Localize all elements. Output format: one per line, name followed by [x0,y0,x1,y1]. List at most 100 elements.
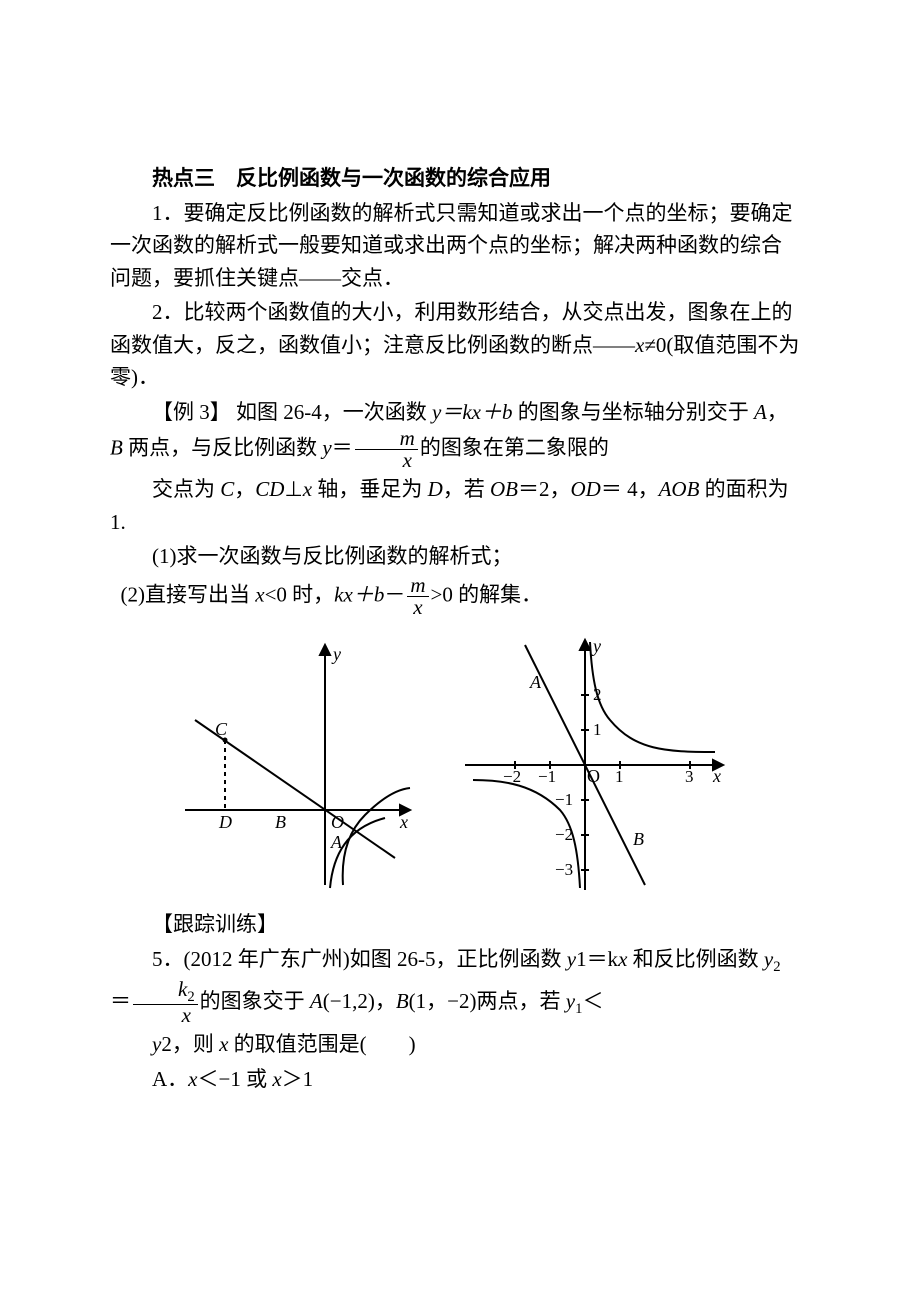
page: 热点三 反比例函数与一次函数的综合应用 1．要确定反比例函数的解析式只需知道或求… [0,0,920,1158]
ex3-c1: ， [767,400,788,424]
q5-frac-k-sub: 2 [187,989,194,1005]
q5l2-sub: 2 [161,1032,172,1056]
figure-row: y x C D B O A [110,630,800,900]
q5-mid1: 和反比例函数 [627,947,764,971]
q5-eq: ＝ [110,988,131,1012]
fig2-A-label: A [529,672,542,692]
optA-x1: x [188,1067,197,1091]
ex3-post: 的图象在第二象限的 [420,436,609,460]
q5-A: A [310,988,323,1012]
fig2-tm3: −3 [555,860,573,879]
frac-num: m [355,428,418,450]
ex3-D: D [428,477,443,501]
question-5-line1: 5．(2012 年广东广州)如图 26-5，正比例函数 y1＝kx 和反比例函数… [110,943,800,1027]
ex3-B: B [110,436,123,460]
frac-den: x [133,1005,198,1026]
frac-den: x [407,597,428,618]
q2-kxb: kx＋b [334,582,384,606]
q2-post: >0 的解集． [431,582,543,606]
q2-x: x [255,582,264,606]
fig2-tm2: −2 [555,825,573,844]
ex3-c2: ， [234,477,255,501]
ex3-eq1: y＝kx＋b [432,400,512,424]
q5l2-post: 的取值范围是( ) [228,1032,415,1056]
ex3-perp: ⊥ [284,477,302,501]
p2-x: x [635,333,644,357]
optA-post: ＞1 [282,1067,314,1091]
q2-frac: mx [407,575,428,618]
ex3-eq: ＝ [332,436,353,460]
heading: 热点三 反比例函数与一次函数的综合应用 [110,162,800,195]
q5-y1: y [567,947,576,971]
fig1-D-label: D [218,812,232,832]
paragraph-2: 2．比较两个函数值的大小，利用数形结合，从交点出发，图象在上的函数值大，反之，函… [110,296,800,394]
fig2-y-label: y [591,636,601,656]
q5-sub2: 2 [773,959,780,975]
ex3-OD: OD [571,477,601,501]
ex3-AOB: AOB [659,477,700,501]
q5-frac-k: k [178,977,187,1001]
q5-pre: 5．(2012 年广东广州)如图 26-5，正比例函数 [152,947,567,971]
fig1-x-label: x [399,812,408,832]
fig2-tm1: −1 [555,790,573,809]
q5-Bpt: (1，−2)两点，若 [409,988,566,1012]
q5l2-y: y [152,1032,161,1056]
fig2-x-label: x [712,766,721,786]
q5-sub1: 1 [576,947,587,971]
ex3-OB: OB [490,477,518,501]
fig1-A-label: A [330,832,343,852]
q5-lt: ＜ [582,988,603,1012]
q2-minus: － [384,582,405,606]
example-3-line1: 【例 3】 如图 26-4，一次函数 y＝kx＋b 的图象与坐标轴分别交于 A，… [110,396,800,472]
q5l2-mid: ，则 [172,1032,219,1056]
ex3-C: C [220,477,234,501]
fig2-x3: 3 [685,767,694,786]
fig1-O-label: O [331,812,344,832]
fig1-B-label: B [275,812,286,832]
q5-Apt: (−1,2)， [323,988,396,1012]
ex3-CD: CD [255,477,284,501]
fig2-B-label: B [633,829,644,849]
frac-num: k2 [133,979,198,1006]
q5-B: B [396,988,409,1012]
ex3-c3: ，若 [443,477,490,501]
q5-x1: x [618,947,627,971]
fig2-t1: 1 [593,720,602,739]
ex3-mid1: 的图象与坐标轴分别交于 [512,400,754,424]
ex3-frac: mx [355,428,418,471]
tracking-practice: 【跟踪训练】 [110,908,800,941]
q5-y2: y [764,947,773,971]
fig1-y-label: y [331,644,341,664]
frac-num: m [407,575,428,597]
ex3-y: y [322,436,331,460]
paragraph-1: 1．要确定反比例函数的解析式只需知道或求出一个点的坐标；要确定一次函数的解析式一… [110,197,800,295]
q2-mid1: <0 时， [265,582,335,606]
example-3-line2: 交点为 C，CD⊥x 轴，垂足为 D，若 OB＝2，OD＝ 4，AOB 的面积为… [110,473,800,538]
figure-26-5: y x O A B 2 1 −1 −2 −3 −2 −1 1 3 [455,630,735,900]
question-2: (2)直接写出当 x<0 时，kx＋b－mx>0 的解集． [110,575,800,618]
optA-pre: A． [152,1067,188,1091]
optA-x2: x [272,1067,281,1091]
ex3l2-pre: 交点为 [152,477,220,501]
fig2-x1: 1 [615,767,624,786]
ex3-A: A [754,400,767,424]
fig2-xm1: −1 [538,767,556,786]
ex3-eq2: ＝2， [518,477,571,501]
figure-26-4: y x C D B O A [175,630,425,890]
q5l2-x: x [219,1032,228,1056]
q5-mid2: 的图象交于 [200,988,310,1012]
ex3-mid3: 轴，垂足为 [312,477,428,501]
q5-y1b: y [566,988,575,1012]
optA-mid: ＜−1 或 [198,1067,273,1091]
ex3-mid2: 两点，与反比例函数 [123,436,323,460]
question-5-line2: y2，则 x 的取值范围是( ) [110,1028,800,1061]
option-A: A．x＜−1 或 x＞1 [110,1063,800,1096]
fig2-xm2: −2 [503,767,521,786]
q5-eqk1x: ＝k [587,947,619,971]
fig1-C-label: C [215,719,228,739]
question-1: (1)求一次函数与反比例函数的解析式； [110,540,800,573]
ex3-pre: 【例 3】 如图 26-4，一次函数 [152,400,432,424]
ex3-eq3: ＝ 4， [601,477,659,501]
q2-pre: (2)直接写出当 [121,582,256,606]
ex3-x: x [303,477,312,501]
